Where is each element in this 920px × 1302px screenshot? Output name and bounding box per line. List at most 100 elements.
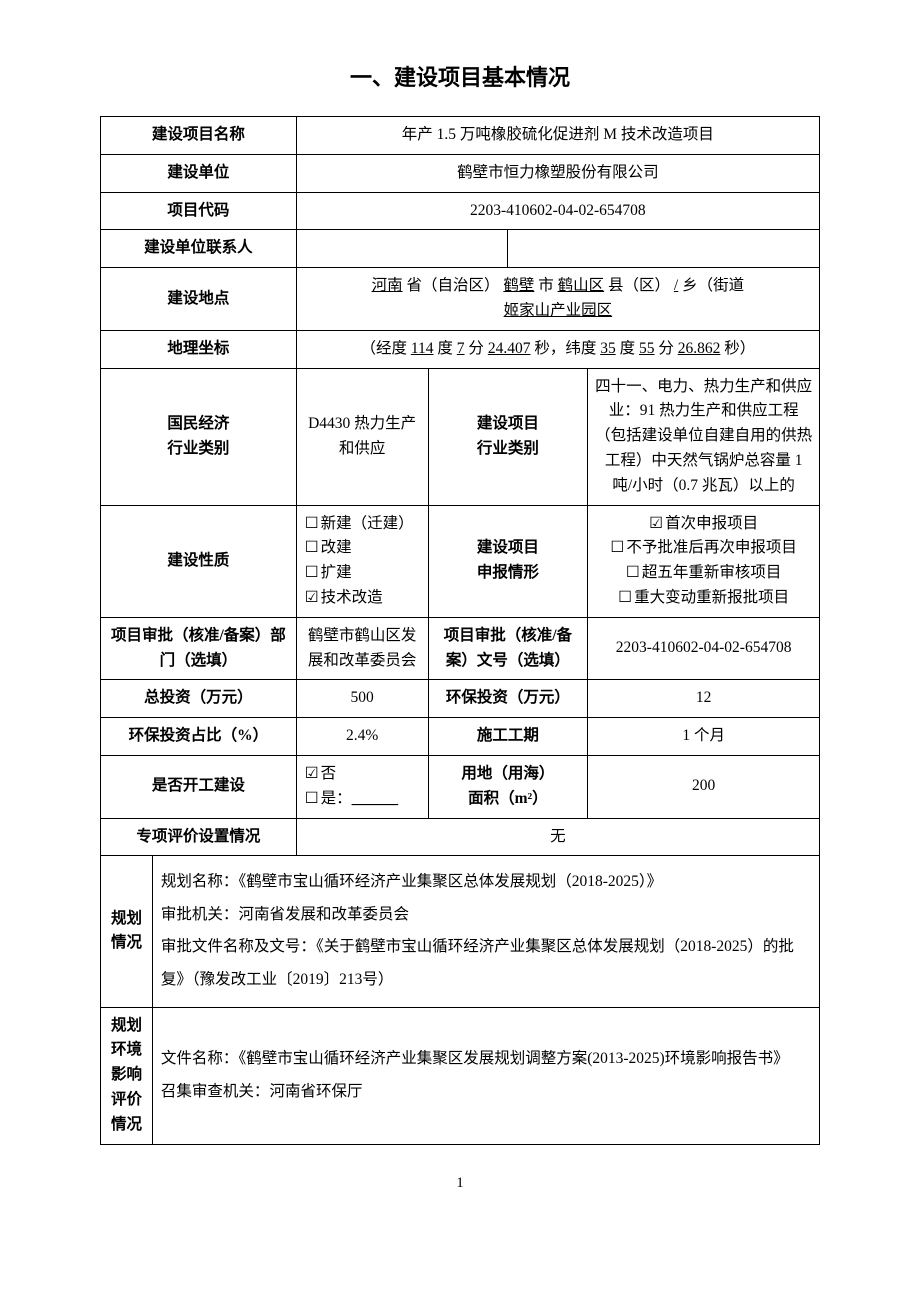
checkbox-icon: ☑ (305, 765, 319, 782)
checkbox-icon: ☐ (618, 589, 632, 606)
eia-auth: 河南省环保厅 (269, 1083, 362, 1100)
table-row: 规划 情况 规划名称：《鹤壁市宝山循环经济产业集聚区总体发展规划（2018-20… (101, 856, 820, 1007)
value-plan: 规划名称：《鹤壁市宝山循环经济产业集聚区总体发展规划（2018-2025）》 审… (152, 856, 819, 1007)
value-env-ratio: 2.4% (296, 718, 428, 756)
label-land: 用地（用海） 面积（m²） (428, 755, 588, 818)
table-row: 建设单位联系人 (101, 230, 820, 268)
geo-lon-deg: 114 (411, 340, 434, 357)
label-declare: 建设项目 申报情形 (428, 505, 588, 617)
geo-lat-deg: 35 (600, 340, 616, 357)
geo-lon-sec: 24.407 (488, 340, 531, 357)
table-row: 建设项目名称 年产 1.5 万吨橡胶硫化促进剂 M 技术改造项目 (101, 117, 820, 155)
eia-name-prefix: 文件名称： (161, 1050, 239, 1067)
table-row: 建设单位 鹤壁市恒力橡塑股份有限公司 (101, 154, 820, 192)
table-row: 是否开工建设 ☑否 ☐是：＿＿＿ 用地（用海） 面积（m²） 200 (101, 755, 820, 818)
nature-opt-2: 改建 (321, 539, 352, 556)
declare-opt-3: 超五年重新审核项目 (642, 564, 782, 581)
checkbox-icon: ☐ (305, 790, 319, 807)
checkbox-icon: ☐ (610, 539, 624, 556)
declare-opt-2: 不予批准后再次申报项目 (626, 539, 797, 556)
value-approve-dept: 鹤壁市鹤山区发展和改革委员会 (296, 617, 428, 680)
label-special: 专项评价设置情况 (101, 818, 297, 856)
value-approve-no: 2203-410602-04-02-654708 (588, 617, 820, 680)
label-geo: 地理坐标 (101, 330, 297, 368)
table-row: 项目代码 2203-410602-04-02-654708 (101, 192, 820, 230)
checkbox-icon: ☐ (305, 515, 319, 532)
value-nace: D4430 热力生产和供应 (296, 368, 428, 505)
value-special: 无 (296, 818, 819, 856)
value-nature: ☐新建（迁建） ☐改建 ☐扩建 ☑技术改造 (296, 505, 428, 617)
loc-province: 河南 (372, 277, 403, 294)
value-project-name: 年产 1.5 万吨橡胶硫化促进剂 M 技术改造项目 (296, 117, 819, 155)
label-started: 是否开工建设 (101, 755, 297, 818)
label-plan: 规划 情况 (101, 856, 153, 1007)
loc-street-suffix: （街道 (698, 277, 745, 294)
checkbox-icon: ☑ (649, 515, 663, 532)
started-yes-prefix: 是： (321, 790, 352, 807)
checkbox-icon: ☐ (305, 539, 319, 556)
label-approve-no: 项目审批（核准/备案）文号（选填） (428, 617, 588, 680)
section-title: 一、建设项目基本情况 (100, 60, 820, 92)
value-env-inv: 12 (588, 680, 820, 718)
label-env-inv: 环保投资（万元） (428, 680, 588, 718)
geo-lat-min: 55 (639, 340, 655, 357)
checkbox-icon: ☐ (626, 564, 640, 581)
label-location: 建设地点 (101, 268, 297, 331)
checkbox-icon: ☑ (305, 589, 319, 606)
table-row: 规划 环境 影响 评价 情况 文件名称：《鹤壁市宝山循环经济产业集聚区发展规划调… (101, 1007, 820, 1144)
declare-opt-1: 首次申报项目 (665, 515, 758, 532)
label-build-unit: 建设单位 (101, 154, 297, 192)
label-project-code: 项目代码 (101, 192, 297, 230)
loc-township: / (674, 277, 678, 294)
label-approve-dept: 项目审批（核准/备案）部门（选填） (101, 617, 297, 680)
plan-name: 《鹤壁市宝山循环经济产业集聚区总体发展规划（2018-2025）》 (238, 873, 662, 890)
project-info-table: 建设项目名称 年产 1.5 万吨橡胶硫化促进剂 M 技术改造项目 建设单位 鹤壁… (100, 116, 820, 1145)
label-env-ratio: 环保投资占比（%） (101, 718, 297, 756)
value-total-inv: 500 (296, 680, 428, 718)
value-contact-1 (296, 230, 508, 268)
value-contact-2 (508, 230, 820, 268)
geo-lon-min: 7 (457, 340, 465, 357)
label-nature: 建设性质 (101, 505, 297, 617)
table-row: 地理坐标 （经度 114 度 7 分 24.407 秒，纬度 35 度 55 分… (101, 330, 820, 368)
started-yes-blank: ＿＿＿ (352, 790, 399, 807)
label-proj-industry: 建设项目 行业类别 (428, 368, 588, 505)
loc-county: 鹤山区 (558, 277, 605, 294)
value-geo: （经度 114 度 7 分 24.407 秒，纬度 35 度 55 分 26.8… (296, 330, 819, 368)
value-started: ☑否 ☐是：＿＿＿ (296, 755, 428, 818)
eia-auth-prefix: 召集审查机关： (161, 1083, 270, 1100)
value-eia: 文件名称：《鹤壁市宝山循环经济产业集聚区发展规划调整方案(2013-2025)环… (152, 1007, 819, 1144)
value-project-code: 2203-410602-04-02-654708 (296, 192, 819, 230)
plan-auth-prefix: 审批机关： (161, 906, 239, 923)
value-land: 200 (588, 755, 820, 818)
label-eia: 规划 环境 影响 评价 情况 (101, 1007, 153, 1144)
label-total-inv: 总投资（万元） (101, 680, 297, 718)
eia-name: 《鹤壁市宝山循环经济产业集聚区发展规划调整方案(2013-2025)环境影响报告… (238, 1050, 788, 1067)
declare-opt-4: 重大变动重新报批项目 (634, 589, 789, 606)
geo-lat-sec: 26.862 (678, 340, 721, 357)
table-row: 国民经济 行业类别 D4430 热力生产和供应 建设项目 行业类别 四十一、电力… (101, 368, 820, 505)
table-row: 环保投资占比（%） 2.4% 施工工期 1 个月 (101, 718, 820, 756)
table-row: 专项评价设置情况 无 (101, 818, 820, 856)
nature-opt-1: 新建（迁建） (321, 515, 414, 532)
label-period: 施工工期 (428, 718, 588, 756)
loc-park: 姬家山产业园区 (504, 302, 613, 319)
label-project-name: 建设项目名称 (101, 117, 297, 155)
value-period: 1 个月 (588, 718, 820, 756)
label-nace: 国民经济 行业类别 (101, 368, 297, 505)
table-row: 总投资（万元） 500 环保投资（万元） 12 (101, 680, 820, 718)
page-number: 1 (100, 1175, 820, 1192)
plan-doc-prefix: 审批文件名称及文号： (161, 938, 316, 955)
table-row: 项目审批（核准/备案）部门（选填） 鹤壁市鹤山区发展和改革委员会 项目审批（核准… (101, 617, 820, 680)
label-contact: 建设单位联系人 (101, 230, 297, 268)
plan-auth: 河南省发展和改革委员会 (238, 906, 409, 923)
value-build-unit: 鹤壁市恒力橡塑股份有限公司 (296, 154, 819, 192)
loc-city: 鹤壁 (503, 277, 534, 294)
table-row: 建设性质 ☐新建（迁建） ☐改建 ☐扩建 ☑技术改造 建设项目 申报情形 ☑首次… (101, 505, 820, 617)
nature-opt-4: 技术改造 (321, 589, 383, 606)
value-proj-industry: 四十一、电力、热力生产和供应业：91 热力生产和供应工程（包括建设单位自建自用的… (588, 368, 820, 505)
nature-opt-3: 扩建 (321, 564, 352, 581)
value-declare: ☑首次申报项目 ☐不予批准后再次申报项目 ☐超五年重新审核项目 ☐重大变动重新报… (588, 505, 820, 617)
checkbox-icon: ☐ (305, 564, 319, 581)
value-location: 河南 省（自治区） 鹤壁 市 鹤山区 县（区） / 乡（街道 姬家山产业园区 (296, 268, 819, 331)
